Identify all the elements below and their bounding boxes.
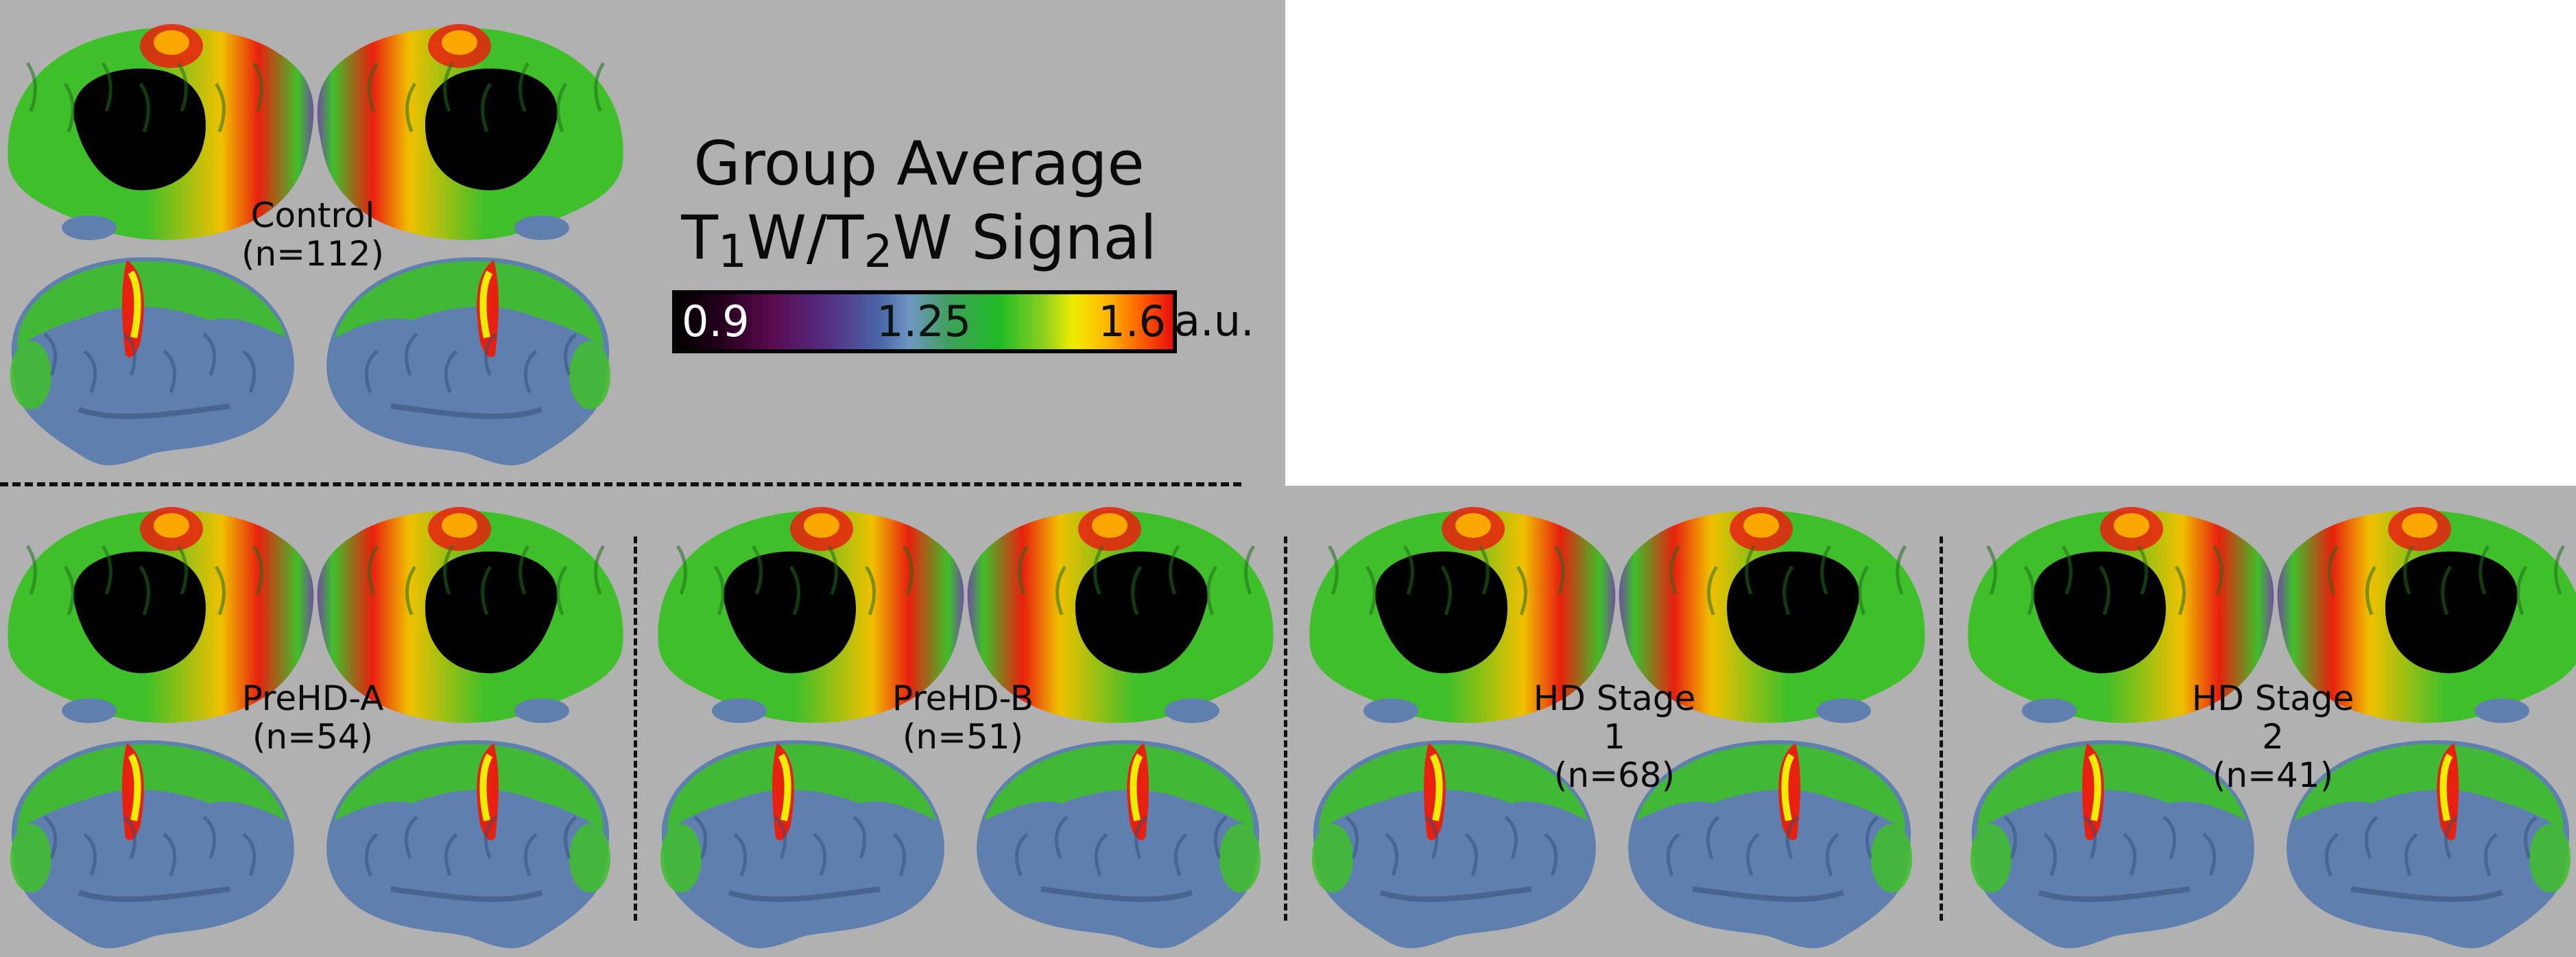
colorbar-unit-label: a.u. <box>1174 296 1254 346</box>
group-sample-size: (n=54) <box>252 717 374 757</box>
colorbar-max-label: 1.6 <box>1098 296 1166 346</box>
medial-wall <box>73 551 206 674</box>
group-label: PreHD-A (n=54) <box>230 679 395 756</box>
vertical-dashed-divider <box>1284 536 1287 921</box>
medial-wall <box>1375 551 1507 674</box>
brain-surfaces <box>8 24 623 466</box>
group-name: Control <box>250 196 375 235</box>
brain-surfaces <box>1968 507 2576 949</box>
brain-surfaces <box>8 507 623 949</box>
group-sample-size: (n=51) <box>902 717 1024 757</box>
group-label: HD Stage 1 (n=68) <box>1532 679 1697 794</box>
legend-title-line1: Group Average <box>693 128 1145 199</box>
group-name: HD Stage 1 <box>1533 678 1696 757</box>
vertical-dashed-divider <box>1940 536 1943 921</box>
medial-wall <box>425 551 558 674</box>
group-name: PreHD-A <box>241 678 384 718</box>
brain-surfaces <box>658 507 1274 949</box>
medial-wall <box>73 68 206 191</box>
medial-wall <box>1075 551 1208 674</box>
vertical-dashed-divider <box>634 536 637 921</box>
group-label: HD Stage 2 (n=41) <box>2191 679 2355 794</box>
colorbar: 0.9 1.25 1.6 <box>672 290 1177 353</box>
colorbar-min-label: 0.9 <box>682 296 750 346</box>
horizontal-dashed-divider <box>0 482 1241 486</box>
medial-wall <box>1727 551 1859 674</box>
colorbar-mid-label: 1.25 <box>876 296 972 346</box>
group-label: Control (n=112) <box>230 196 395 273</box>
group-label: PreHD-B (n=51) <box>881 679 1045 756</box>
medial-wall <box>425 68 558 191</box>
group-sample-size: (n=112) <box>241 234 385 274</box>
medial-wall <box>2034 551 2166 674</box>
group-name: PreHD-B <box>892 678 1034 718</box>
medial-wall <box>724 551 856 674</box>
legend-title: Group Average T1W/T2W Signal <box>658 127 1180 289</box>
legend-title-line2: T1W/T2W Signal <box>681 202 1157 278</box>
group-sample-size: (n=68) <box>1553 755 1675 795</box>
group-name: HD Stage 2 <box>2191 678 2354 757</box>
group-sample-size: (n=41) <box>2212 755 2334 795</box>
brain-surfaces <box>1309 507 1925 949</box>
medial-wall <box>2385 551 2518 674</box>
